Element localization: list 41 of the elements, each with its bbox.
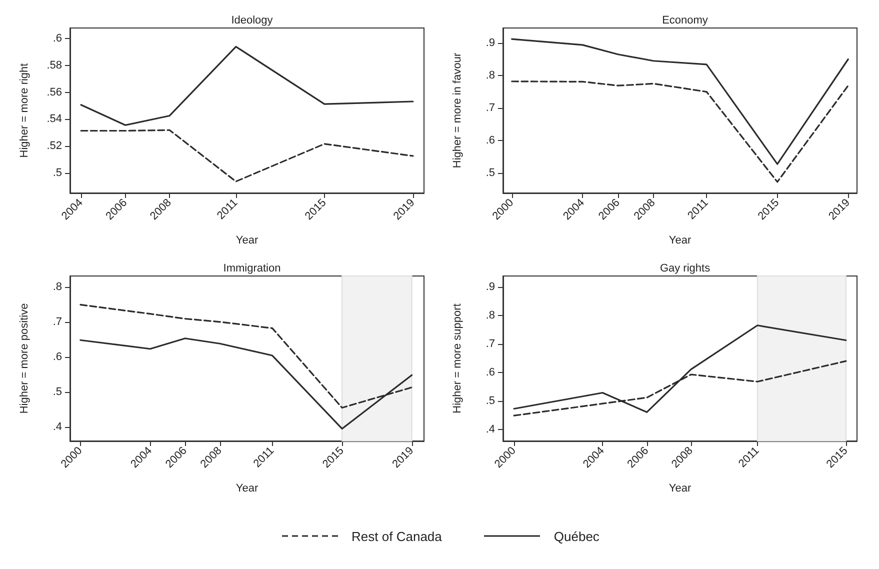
line-series	[511, 38, 849, 165]
y-tick-label: .6	[486, 366, 495, 378]
y-axis-title: Higher = more right	[18, 63, 30, 158]
line-series	[80, 46, 414, 126]
y-axis-title: Higher = more positive	[18, 303, 30, 414]
y-tick-label: .52	[46, 140, 62, 152]
y-tick-label: .54	[46, 113, 62, 126]
y-axis-title: Higher = more in favour	[452, 52, 464, 168]
y-tick-label: .5	[486, 395, 495, 408]
y-tick-label: .58	[46, 60, 62, 72]
x-axis-title: Year	[668, 234, 692, 246]
y-tick-label: .4	[486, 424, 495, 436]
x-axis-title: Year	[236, 234, 258, 246]
y-tick-label: .8	[486, 70, 495, 82]
legend-label: Québec	[554, 528, 600, 544]
y-tick-label: .56	[46, 86, 62, 98]
y-tick-label: .8	[52, 280, 62, 293]
y-tick-label: .5	[52, 386, 62, 398]
y-tick-label: .6	[52, 32, 62, 45]
y-tick-label: .4	[52, 420, 62, 433]
legend-label: Rest of Canada	[352, 528, 442, 544]
y-tick-label: .9	[486, 36, 495, 49]
y-axis-title: Higher = more support	[452, 304, 464, 414]
chart-title: Ideology	[231, 14, 274, 26]
chart-title: Immigration	[223, 262, 281, 274]
line-series	[80, 129, 414, 182]
line-series	[511, 80, 849, 183]
chart-title: Gay rights	[660, 262, 711, 274]
y-tick-label: .6	[486, 134, 495, 147]
x-axis-title: Year	[668, 482, 692, 494]
y-tick-label: .7	[486, 338, 495, 350]
x-axis-title: Year	[236, 482, 258, 494]
y-tick-label: .8	[486, 309, 495, 322]
line-series	[513, 324, 847, 413]
y-tick-label: .7	[486, 102, 495, 114]
y-tick-label: .5	[486, 167, 495, 180]
y-tick-label: .6	[52, 350, 62, 363]
y-tick-label: .7	[52, 316, 62, 328]
y-tick-label: .9	[486, 280, 495, 293]
y-tick-label: .5	[52, 166, 62, 179]
chart-title: Economy	[662, 14, 708, 26]
